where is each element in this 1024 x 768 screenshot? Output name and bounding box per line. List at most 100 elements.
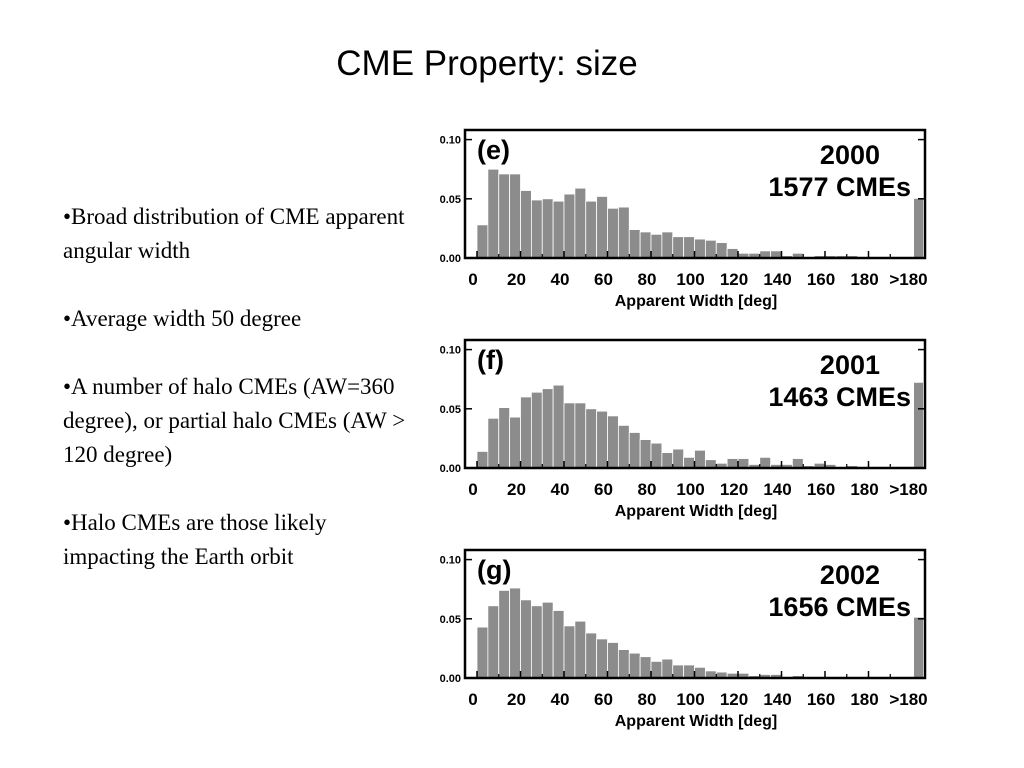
histogram-bar: [726, 458, 739, 469]
x-tick-label: 140: [763, 270, 791, 289]
histogram-bar: [791, 458, 804, 469]
histogram-bar: [509, 173, 521, 259]
y-tick-label: 0.05: [440, 404, 461, 416]
x-tick-label: >180: [889, 480, 927, 499]
x-tick-label: 40: [551, 690, 570, 709]
histogram-bar: [704, 239, 717, 259]
histogram-bar: [715, 242, 728, 259]
histogram-2000: 0.10 0.05 0.00 0 20 40 60 80 100 120 140 160 180 >180…: [440, 128, 928, 310]
x-tick-label: 180: [850, 480, 878, 499]
cme-count-label: 1577 CMEs: [768, 172, 911, 202]
x-tick-label: 80: [638, 690, 657, 709]
x-tick-label: 40: [551, 480, 570, 499]
histogram-2001: 0.10 0.05 0.00 0 20 40 60 80 100 120 140 160 180 >180…: [440, 338, 928, 520]
x-tick-label: 60: [594, 480, 613, 499]
histogram-bar: [563, 193, 576, 259]
histogram-bar-over-180: [914, 198, 923, 258]
x-tick-label: 100: [676, 270, 704, 289]
histogram-bar: [530, 199, 543, 259]
y-tick-label: 0.00: [440, 463, 461, 475]
histogram-bar: [737, 458, 750, 469]
histogram-bar: [563, 402, 576, 469]
panel-letter: (g): [477, 555, 511, 585]
histogram-bar: [650, 661, 663, 679]
x-tick-label: 80: [638, 480, 657, 499]
histogram-bar: [596, 410, 608, 469]
histogram-bar: [672, 448, 685, 469]
histogram-bar: [585, 408, 598, 469]
x-tick-label: 140: [763, 690, 791, 709]
x-tick-label: 80: [638, 270, 657, 289]
histogram-bar: [661, 658, 674, 679]
histogram-bar: [607, 207, 619, 259]
histogram-bar: [574, 187, 587, 259]
histogram-bar: [585, 632, 598, 679]
histogram-bar: [552, 384, 565, 469]
x-tick-label: 60: [594, 690, 613, 709]
x-tick-label: 40: [551, 270, 570, 289]
histogram-bar: [617, 206, 630, 259]
x-tick-label: 140: [763, 480, 791, 499]
y-tick-label: 0.05: [440, 614, 461, 626]
y-tick-label: 0.10: [440, 135, 461, 147]
histogram-bar: [650, 233, 663, 259]
cme-count-label: 1656 CMEs: [768, 592, 911, 622]
x-tick-label: 160: [807, 690, 835, 709]
histogram-bar: [520, 190, 532, 259]
x-tick-label: 160: [807, 270, 835, 289]
x-tick-label: 180: [850, 690, 878, 709]
x-tick-label: 120: [720, 480, 748, 499]
histogram-bar: [694, 449, 706, 469]
histogram-bar: [672, 236, 685, 259]
x-tick-label: 20: [507, 270, 526, 289]
x-tick-label: 160: [807, 480, 835, 499]
histogram-bar: [607, 642, 619, 679]
histogram-bar: [541, 388, 554, 469]
histogram-bar: [487, 605, 500, 679]
histogram-bar: [726, 248, 739, 259]
histogram-bar: [476, 224, 489, 259]
histogram-bar: [759, 456, 772, 469]
histogram-bar: [694, 238, 706, 259]
bullet-earth-impact: •Halo CMEs are those likely impacting th…: [63, 510, 327, 569]
histogram-bar: [683, 236, 695, 259]
bullet-list: •Broad distribution of CME apparent angu…: [63, 200, 408, 608]
cme-count-label: 1463 CMEs: [768, 382, 911, 412]
histogram-bar: [509, 416, 521, 469]
x-tick-label: 0: [468, 480, 477, 499]
histogram-bar: [661, 231, 674, 259]
x-tick-label: 20: [507, 690, 526, 709]
histogram-bar: [541, 198, 554, 259]
histogram-bar: [683, 456, 695, 469]
histogram-bar-over-180: [914, 382, 923, 468]
panel-letter: (f): [477, 345, 504, 375]
histogram-bar-over-180: [914, 617, 923, 678]
x-tick-label: 180: [850, 270, 878, 289]
histogram-bar: [541, 601, 554, 679]
histogram-bar: [574, 402, 587, 469]
histogram-bar: [498, 173, 511, 259]
x-tick-label: 100: [676, 690, 704, 709]
x-tick-label: >180: [889, 690, 927, 709]
histogram-bar: [476, 626, 489, 679]
histogram-bar: [639, 656, 652, 679]
histogram-bar: [476, 451, 489, 469]
histogram-bar: [628, 432, 641, 469]
y-tick-label: 0.00: [440, 253, 461, 265]
histogram-bar: [530, 391, 543, 469]
x-tick-label: 0: [468, 690, 477, 709]
y-tick-label: 0.10: [440, 345, 461, 357]
histogram-bar: [672, 664, 685, 679]
histogram-bar: [487, 417, 500, 469]
histogram-bar: [650, 442, 663, 469]
y-tick-label: 0.10: [440, 555, 461, 567]
bullet-average-width: •Average width 50 degree: [63, 306, 302, 331]
histogram-bar: [607, 415, 619, 469]
x-axis-label: Apparent Width [deg]: [615, 713, 778, 730]
histogram-bar: [661, 452, 674, 469]
x-tick-label: 60: [594, 270, 613, 289]
histogram-bar: [585, 200, 598, 259]
histogram-bar: [520, 396, 532, 469]
histogram-bar: [639, 439, 652, 469]
histogram-bar: [509, 587, 521, 679]
